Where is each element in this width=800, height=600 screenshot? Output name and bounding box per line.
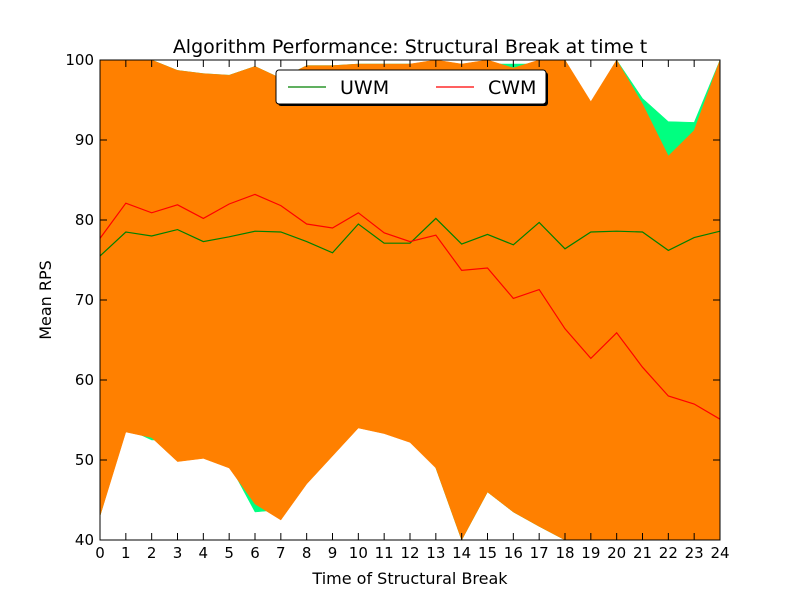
x-tick-label: 11 [375,544,394,562]
x-tick-label: 4 [199,544,209,562]
y-tick-label: 70 [75,291,94,309]
plot-area: 0 1 2 3 4 5 6 7 8 9 10 11 12 13 14 15 16 17 18 19 20 21 22 23 24… [65,51,729,562]
x-tick-label: 3 [173,544,183,562]
x-tick-label: 22 [659,544,678,562]
y-tick-label: 90 [75,131,94,149]
y-tick-label: 50 [75,451,94,469]
series-line-cwm [99,193,721,420]
y-axis-label: Mean RPS [36,260,55,340]
x-tick-label: 1 [121,544,131,562]
x-tick-label: 7 [276,544,286,562]
x-tick-label: 14 [452,544,471,562]
x-tick-label: 8 [302,544,312,562]
x-axis-label: Time of Structural Break [311,569,508,588]
bands-group [100,60,720,540]
y-tick-label: 100 [65,51,94,69]
x-tick-label: 24 [710,544,729,562]
x-tick-label: 15 [478,544,497,562]
x-tick-label: 18 [555,544,574,562]
x-tick-label: 21 [633,544,652,562]
x-tick-label: 0 [95,544,105,562]
legend-label-uwm: UWM [340,77,389,99]
x-tick-label: 20 [607,544,626,562]
y-tick-label: 60 [75,371,94,389]
x-tick-label: 2 [147,544,157,562]
x-tick-label: 5 [224,544,234,562]
legend-box [275,69,547,105]
x-tick-label: 9 [328,544,338,562]
x-tick-label: 16 [504,544,523,562]
band-cwm [100,60,720,540]
legend-label-cwm: CWM [488,77,536,99]
legend: UWM CWM [275,69,548,106]
chart-title: Algorithm Performance: Structural Break … [173,36,647,58]
series-line-uwm [99,217,721,257]
y-tick-label: 80 [75,211,94,229]
x-tick-label: 23 [685,544,704,562]
x-tick-label: 10 [349,544,368,562]
y-tick-label: 40 [75,531,94,549]
x-tick-label: 6 [250,544,260,562]
x-tick-label: 12 [400,544,419,562]
x-tick-label: 13 [426,544,445,562]
x-tick-label: 19 [581,544,600,562]
x-tick-label: 17 [530,544,549,562]
